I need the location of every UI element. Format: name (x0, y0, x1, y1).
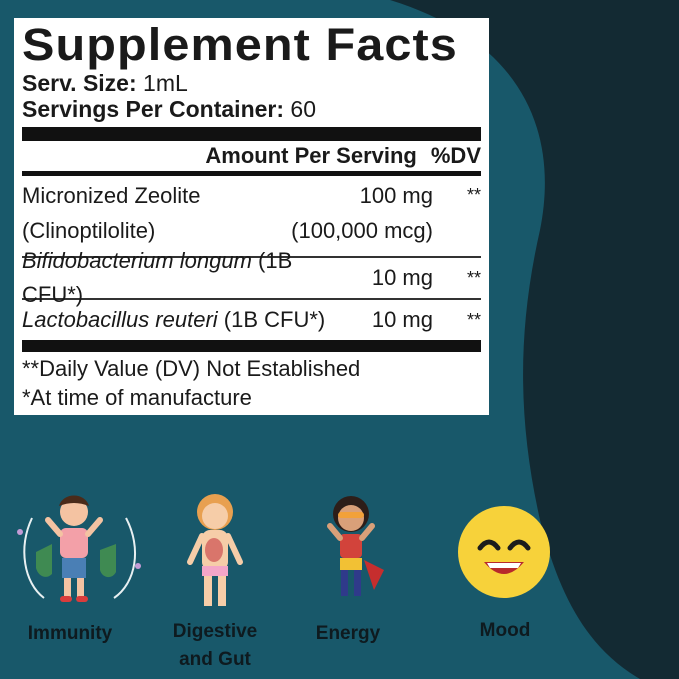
header-amount: Amount Per Serving (205, 143, 417, 168)
ingredient-name: Lactobacillus reuteri (1B CFU*) (22, 303, 357, 337)
divider-thin (22, 256, 481, 258)
divider-medium (22, 171, 481, 176)
ingredient-amount-line1: 100 mg (359, 183, 433, 208)
ingredient-name-rest: (1B CFU*) (217, 307, 326, 332)
benefit-label: Mood (479, 620, 531, 641)
ingredient-amount-line2: (100,000 mcg) (291, 218, 433, 243)
table-row: Lactobacillus reuteri (1B CFU*) 10 mg ** (22, 300, 481, 340)
ingredient-dv: ** (466, 268, 481, 288)
ingredient-dv: ** (466, 310, 481, 330)
ingredient-name-line1: Micronized Zeolite (22, 183, 201, 208)
ingredient-name-line2: (Clinoptilolite) (22, 218, 156, 243)
ingredient-name-italic: Bifidobacterium longum (22, 248, 252, 273)
footnotes: **Daily Value (DV) Not Established *At t… (22, 352, 481, 412)
benefit-label: Immunity (27, 623, 113, 644)
ingredient-amount: 100 mg (100,000 mcg) (277, 178, 437, 256)
benefit-label: Digestive and Gut (158, 618, 272, 674)
smiley-face-icon (458, 506, 550, 598)
table-row: Micronized Zeolite (Clinoptilolite) 100 … (22, 176, 481, 256)
servings-value: 60 (290, 96, 317, 122)
ingredient-dv: ** (466, 185, 481, 205)
facts-title: Supplement Facts (22, 19, 458, 70)
divider-thin (22, 298, 481, 300)
ingredient-amount: 10 mg (371, 307, 433, 332)
table-header: Amount Per Serving %DV (22, 141, 481, 171)
servings-label: Servings Per Container: (22, 96, 285, 122)
ingredient-name: Micronized Zeolite (Clinoptilolite) (22, 178, 277, 256)
serving-size-label: Serv. Size: (22, 70, 137, 96)
divider-thick (22, 127, 481, 141)
serving-size: Serv. Size: 1mL (22, 70, 481, 96)
supplement-facts-panel: Supplement Facts Serv. Size: 1mL Serving… (14, 18, 489, 415)
table-row: Bifidobacterium longum (1B CFU*) 10 mg *… (22, 248, 481, 307)
benefit-label-line1: Digestive (172, 621, 258, 642)
benefit-label-line2: and Gut (179, 649, 251, 670)
benefit-label: Energy (315, 623, 381, 644)
ingredient-name-italic: Lactobacillus reuteri (22, 307, 218, 332)
servings-per-container: Servings Per Container: 60 (22, 96, 481, 122)
footnote-manufacture: *At time of manufacture (22, 385, 252, 410)
serving-size-value: 1mL (143, 70, 188, 96)
header-dv: %DV (430, 143, 481, 168)
ingredient-name-rest: (1B CFU*) (22, 248, 293, 307)
superhero-kid-icon (327, 496, 384, 596)
child-shield-icon (17, 495, 141, 602)
digestive-body-icon (187, 494, 243, 606)
footnote-dv: **Daily Value (DV) Not Established (22, 356, 361, 381)
ingredient-name: Bifidobacterium longum (1B CFU*) (22, 244, 357, 312)
ingredient-amount: 10 mg (371, 265, 433, 290)
divider-thick (22, 340, 481, 352)
